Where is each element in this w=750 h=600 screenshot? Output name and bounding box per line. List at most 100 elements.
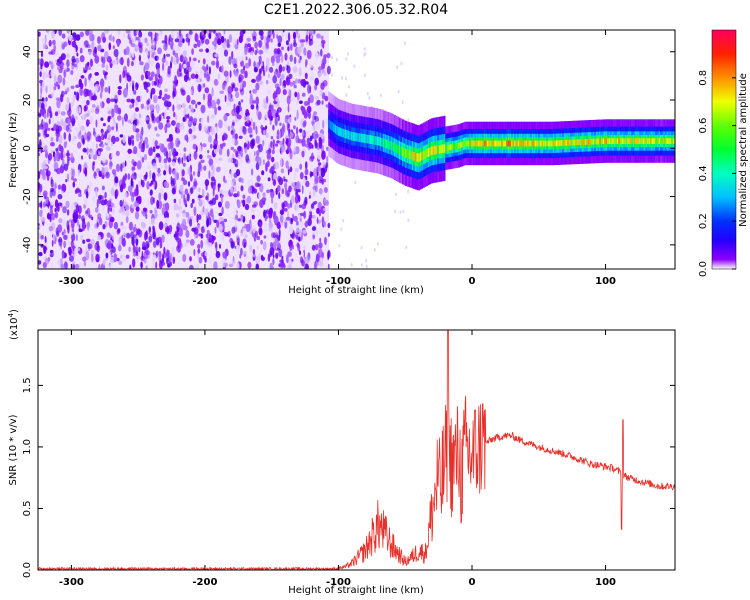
noise-speck [272, 257, 275, 266]
noise-speck [198, 144, 202, 154]
noise-speck [312, 123, 316, 131]
noise-speck [301, 106, 306, 116]
noise-speck [295, 78, 299, 84]
track-cell [346, 130, 348, 139]
noise-speck [221, 135, 225, 142]
noise-speck [58, 188, 60, 196]
noise-speck [135, 206, 140, 212]
noise-speck [188, 77, 191, 81]
noise-speck [48, 201, 51, 206]
noise-speck [65, 200, 70, 209]
noise-speck [195, 264, 199, 269]
noise-speck [169, 134, 173, 139]
noise-speck [43, 165, 48, 170]
noise-speck [281, 31, 284, 38]
track-cell [382, 138, 385, 148]
noise-speck [240, 247, 243, 256]
noise-speck [106, 200, 112, 207]
noise-speck [270, 242, 273, 249]
noise-speck [223, 70, 229, 77]
noise-speck [172, 56, 178, 65]
track-cell [599, 138, 601, 145]
noise-speck [100, 56, 103, 63]
track-cell [535, 140, 537, 147]
noise-speck [181, 218, 187, 228]
noise-speck [272, 139, 276, 147]
noise-speck [131, 236, 135, 246]
noise-speck [258, 221, 263, 229]
track-cell [395, 144, 398, 153]
noise-speck [184, 188, 189, 195]
noise-speck [162, 62, 165, 71]
noise-speck [39, 123, 45, 130]
noise-speck [246, 115, 250, 124]
noise-speck [90, 239, 95, 245]
noise-speck [218, 148, 223, 156]
noise-speck [342, 218, 345, 223]
noise-speck [71, 61, 75, 66]
snr-series [38, 330, 675, 570]
noise-speck [69, 218, 72, 223]
track-cell [539, 140, 542, 147]
noise-speck [209, 30, 214, 33]
noise-speck [173, 44, 176, 49]
noise-speck [272, 179, 277, 186]
noise-speck [276, 148, 280, 154]
track-cell [587, 138, 590, 145]
noise-speck [314, 178, 318, 185]
y-tick-label: -40 [22, 237, 33, 253]
noise-speck [244, 115, 247, 121]
noise-speck [204, 239, 209, 246]
noise-speck [147, 198, 150, 207]
noise-speck [78, 169, 80, 177]
track-cell [644, 138, 646, 144]
noise-speck [313, 206, 316, 211]
noise-speck [88, 181, 93, 190]
noise-speck [57, 84, 60, 90]
track-cell [342, 128, 345, 138]
noise-speck [214, 226, 217, 234]
noise-speck [301, 138, 306, 147]
noise-speck [237, 145, 242, 152]
noise-speck [116, 122, 118, 132]
noise-speck [69, 255, 74, 262]
noise-speck [135, 83, 139, 88]
noise-speck [55, 124, 60, 135]
noise-speck [77, 219, 80, 227]
noise-speck [304, 196, 308, 204]
noise-speck [117, 228, 121, 234]
noise-speck [233, 193, 238, 198]
noise-speck [310, 35, 313, 39]
track-cell [512, 140, 515, 147]
noise-speck [125, 210, 130, 217]
track-cell [350, 131, 353, 141]
noise-speck [71, 114, 75, 122]
noise-speck [266, 152, 272, 160]
track-cell [416, 153, 419, 162]
noise-speck [200, 159, 205, 164]
track-cell [623, 138, 625, 144]
noise-speck [224, 262, 228, 268]
noise-speck [321, 252, 324, 259]
noise-speck [148, 76, 154, 81]
track-cell [661, 138, 664, 144]
noise-speck [335, 57, 338, 62]
noise-speck [190, 202, 193, 209]
noise-speck [177, 153, 183, 157]
noise-speck [130, 43, 136, 48]
noise-speck [288, 225, 294, 235]
noise-speck [149, 209, 153, 214]
noise-speck [284, 182, 288, 190]
track-cell [373, 135, 375, 145]
noise-speck [41, 97, 45, 102]
noise-speck [302, 252, 304, 256]
track-cell [453, 143, 456, 150]
track-cell [571, 139, 574, 146]
colorbar-tick-label: 0.4 [698, 165, 709, 181]
spectrogram-frame [37, 29, 676, 270]
track-cell [490, 140, 492, 147]
noise-speck [279, 259, 284, 264]
noise-speck [219, 90, 224, 94]
noise-speck [131, 52, 135, 58]
noise-speck [127, 185, 133, 193]
